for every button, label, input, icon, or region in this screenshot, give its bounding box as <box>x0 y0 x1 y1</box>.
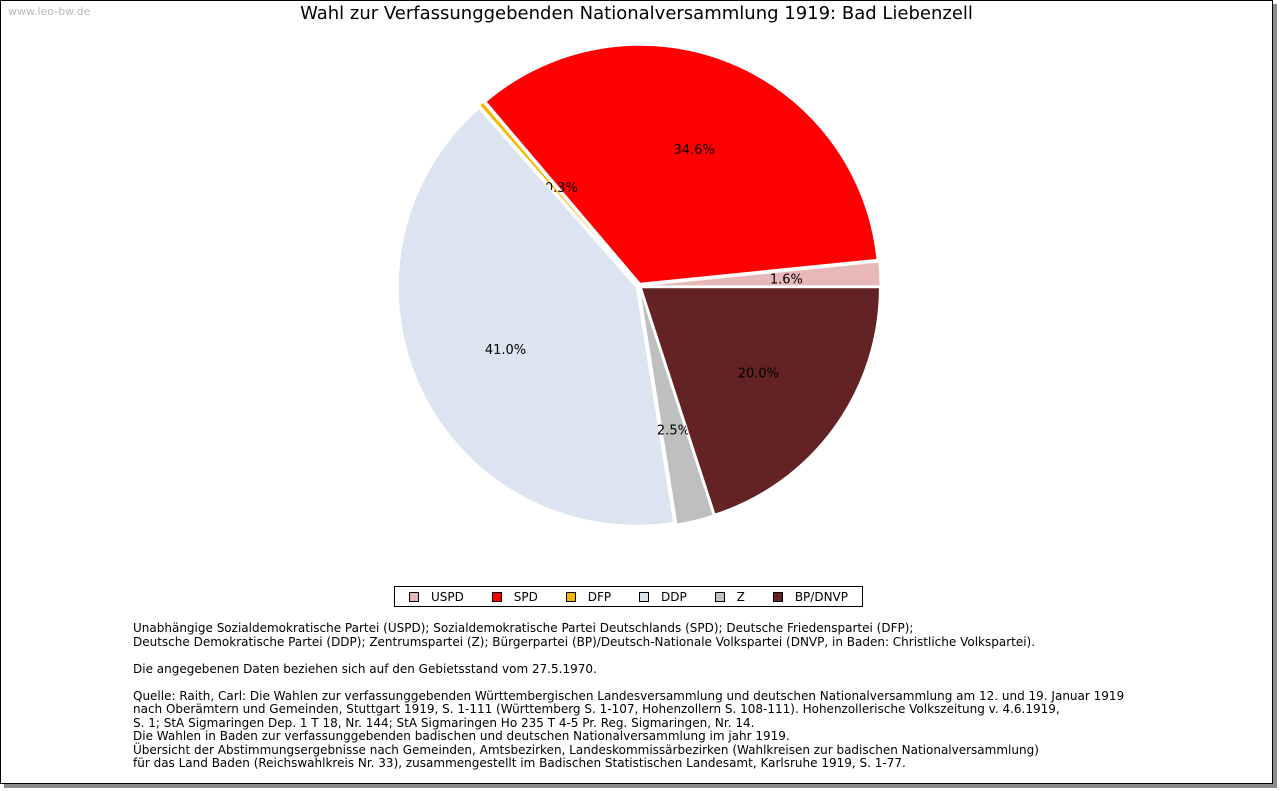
legend: USPD SPD DFP DDP Z BP/DNVP <box>394 586 863 607</box>
legend-swatch <box>408 591 419 602</box>
source-line: für das Land Baden (Reichswahlkreis Nr. … <box>133 756 906 770</box>
legend-label: SPD <box>513 589 538 604</box>
legend-label: BP/DNVP <box>794 589 848 604</box>
legend-item-dfp: DFP <box>565 589 612 604</box>
source-line: Übersicht der Abstimmungsergebnisse nach… <box>133 742 1039 757</box>
source-line: S. 1; StA Sigmaringen Dep. 1 T 18, Nr. 1… <box>133 715 755 730</box>
legend-swatch <box>565 591 576 602</box>
legend-swatch <box>639 591 650 602</box>
legend-swatch <box>714 591 725 602</box>
legend-label: DFP <box>587 589 612 604</box>
pie-slice-z <box>639 288 714 525</box>
legend-label: DDP <box>661 589 687 604</box>
legend-item-z: Z <box>714 589 745 604</box>
parties-line-1: Unabhängige Sozialdemokratische Partei (… <box>133 621 914 635</box>
territory-note: Die angegebenen Daten beziehen sich auf … <box>133 661 597 676</box>
notes: Unabhängige Sozialdemokratische Partei (… <box>133 621 1125 771</box>
pie-slice-bp-dnvp <box>640 287 880 515</box>
pie-label-uspd: 1.6% <box>770 273 803 288</box>
pie-label-ddp: 41.0% <box>485 343 526 358</box>
pie-label-z: 2.5% <box>657 423 690 438</box>
pie-label-bp-dnvp: 20.0% <box>738 367 779 382</box>
chart-title: Wahl zur Verfassunggebenden Nationalvers… <box>300 3 973 24</box>
legend-swatch <box>491 591 502 602</box>
pie-slice-dfp <box>478 101 638 285</box>
pie-slice-uspd <box>641 261 881 287</box>
source-line: nach Oberämtern und Gemeinden, Stuttgart… <box>133 702 1060 716</box>
pie-slice-spd <box>485 44 878 284</box>
parties-line-2: Deutsche Demokratische Partei (DDP); Zen… <box>133 634 1036 649</box>
legend-item-bp-dnvp: BP/DNVP <box>772 589 848 604</box>
legend-item-spd: SPD <box>491 589 538 604</box>
source-line: Die Wahlen in Baden zur verfassunggebend… <box>133 729 790 743</box>
legend-label: Z <box>736 589 745 604</box>
legend-swatch <box>772 591 783 602</box>
pie-label-spd: 34.6% <box>674 143 715 158</box>
legend-item-uspd: USPD <box>408 589 464 604</box>
legend-label: USPD <box>430 589 464 604</box>
legend-item-ddp: DDP <box>639 590 687 604</box>
watermark: www.leo-bw.de <box>8 5 91 18</box>
pie-slice-ddp <box>397 108 675 526</box>
source-line: Quelle: Raith, Carl: Die Wahlen zur verf… <box>133 688 1125 703</box>
